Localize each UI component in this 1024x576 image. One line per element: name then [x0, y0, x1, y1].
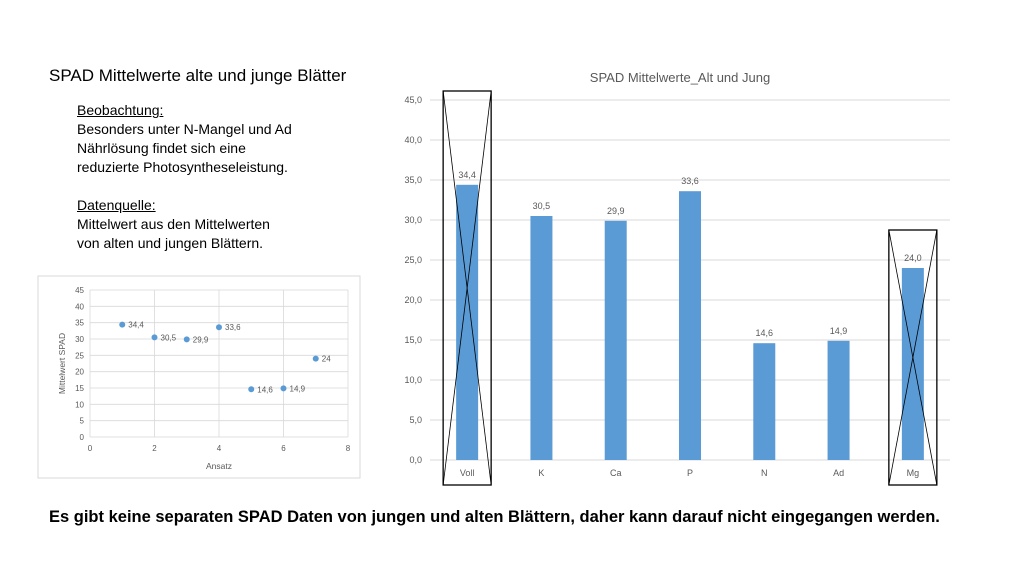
source-line: Mittelwert aus den Mittelwerten: [77, 216, 270, 232]
y-tick-label: 40,0: [404, 135, 422, 145]
y-tick-label: 0: [80, 433, 85, 442]
bar: [604, 220, 627, 460]
cross-line: [888, 229, 938, 486]
y-tick-label: 30: [75, 335, 84, 344]
x-category-label: N: [761, 468, 768, 478]
point-data-label: 14,9: [290, 384, 306, 393]
scatter-point: [119, 321, 126, 328]
bar-data-label: 24,0: [904, 253, 922, 263]
y-tick-label: 5: [80, 417, 85, 426]
y-tick-label: 45: [75, 286, 84, 295]
point-data-label: 14,6: [257, 385, 273, 394]
y-tick-label: 25,0: [404, 255, 422, 265]
x-tick-label: 4: [217, 444, 222, 453]
scatter-frame: [37, 275, 361, 479]
bar: [827, 340, 850, 460]
bar: [753, 343, 776, 460]
point-data-label: 29,9: [193, 335, 209, 344]
source-heading: Datenquelle:: [77, 197, 156, 213]
observation-block: Beobachtung: Besonders unter N-Mangel un…: [77, 101, 357, 253]
observation-line: reduzierte Photosyntheseleistung.: [77, 159, 288, 175]
y-tick-label: 25: [75, 351, 84, 360]
bar: [901, 268, 924, 460]
y-tick-label: 5,0: [409, 415, 422, 425]
bar-data-label: 30,5: [533, 201, 551, 211]
scatter-point: [248, 386, 255, 393]
y-axis-label: Mittelwert SPAD: [57, 333, 67, 394]
x-tick-label: 6: [281, 444, 286, 453]
y-tick-label: 45,0: [404, 95, 422, 105]
y-tick-label: 0,0: [409, 455, 422, 465]
observation-line: Nährlösung findet sich eine: [77, 140, 246, 156]
point-data-label: 34,4: [128, 321, 144, 330]
scatter-point: [312, 355, 319, 362]
y-tick-label: 35: [75, 319, 84, 328]
point-data-label: 24: [322, 355, 331, 364]
y-tick-label: 10,0: [404, 375, 422, 385]
footer-note: Es gibt keine separaten SPAD Daten von j…: [49, 508, 940, 526]
slide-title: SPAD Mittelwerte alte und junge Blätter: [49, 66, 347, 85]
cross-line: [442, 90, 492, 486]
y-tick-label: 20: [75, 368, 84, 377]
x-axis-label: Ansatz: [206, 461, 232, 471]
x-tick-label: 0: [88, 444, 93, 453]
x-category-label: Ad: [833, 468, 844, 478]
scatter-point: [183, 336, 190, 343]
bar-data-label: 29,9: [607, 206, 625, 216]
bar: [530, 216, 553, 460]
bar: [456, 184, 479, 461]
scatter-point: [280, 385, 287, 392]
x-category-label: Mg: [907, 468, 920, 478]
bar-data-label: 14,6: [756, 328, 774, 338]
bar-data-label: 14,9: [830, 326, 848, 336]
x-tick-label: 2: [152, 444, 157, 453]
y-tick-label: 35,0: [404, 175, 422, 185]
bar-data-label: 33,6: [681, 176, 699, 186]
point-data-label: 30,5: [161, 333, 177, 342]
crossed-out-box: [442, 90, 492, 486]
y-tick-label: 30,0: [404, 215, 422, 225]
scatter-point: [216, 324, 222, 331]
point-data-label: 33,6: [225, 323, 241, 332]
x-category-label: Ca: [610, 468, 622, 478]
y-tick-label: 15,0: [404, 335, 422, 345]
x-category-label: P: [687, 468, 693, 478]
x-category-label: K: [538, 468, 544, 478]
scatter-point: [151, 334, 158, 341]
source-line: von alten und jungen Blättern.: [77, 235, 264, 251]
bar: [679, 191, 701, 460]
x-category-label: Voll: [460, 468, 475, 478]
x-tick-label: 8: [346, 444, 351, 453]
crossed-out-box: [888, 229, 938, 486]
y-tick-label: 10: [75, 400, 84, 409]
y-tick-label: 20,0: [404, 295, 422, 305]
y-tick-label: 15: [75, 384, 84, 393]
observation-line: Besonders unter N-Mangel und Ad: [77, 121, 292, 137]
observation-heading: Beobachtung:: [77, 102, 164, 118]
chart-title: SPAD Mittelwerte_Alt und Jung: [590, 70, 770, 85]
y-tick-label: 40: [75, 302, 84, 311]
bar-data-label: 34,4: [458, 170, 476, 180]
